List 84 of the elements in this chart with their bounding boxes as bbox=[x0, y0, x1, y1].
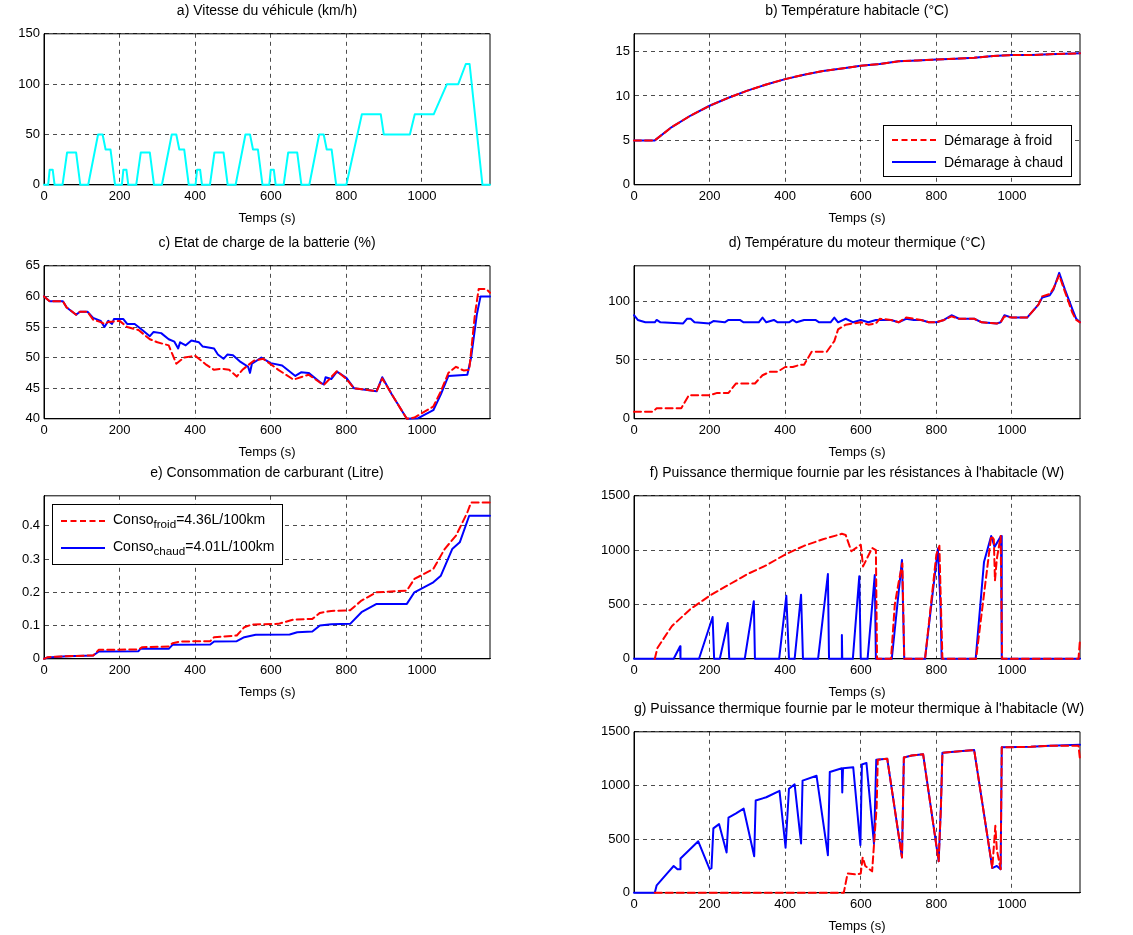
y-tick-label: 0.1 bbox=[21, 617, 40, 633]
y-tick-label: 0 bbox=[622, 410, 630, 426]
y-tick-label: 0.2 bbox=[21, 583, 40, 599]
y-tick-label: 10 bbox=[615, 87, 630, 103]
line-series bbox=[633, 274, 1081, 413]
x-tick-label: 1000 bbox=[407, 188, 437, 204]
x-tick-label: 1000 bbox=[997, 422, 1027, 438]
y-tick-label: 50 bbox=[25, 349, 40, 365]
x-tick-label: 200 bbox=[698, 188, 721, 204]
y-tick-label: 0.3 bbox=[21, 550, 40, 566]
x-tick-label: 200 bbox=[698, 422, 721, 438]
x-axis-title: Temps (s) bbox=[828, 443, 886, 459]
x-axis-title: Temps (s) bbox=[828, 683, 886, 699]
legend-label: Démarage à chaud bbox=[944, 152, 1064, 172]
y-tick-label: 60 bbox=[25, 287, 40, 303]
y-tick-label: 0 bbox=[32, 176, 40, 192]
x-tick-label: 800 bbox=[335, 662, 358, 678]
y-tick-label: 50 bbox=[615, 351, 630, 367]
x-tick-label: 600 bbox=[849, 662, 872, 678]
x-tick-label: 200 bbox=[108, 188, 131, 204]
x-tick-label: 800 bbox=[925, 896, 948, 912]
chart-title: d) Température du moteur thermique (°C) bbox=[727, 234, 987, 250]
y-tick-label: 150 bbox=[18, 25, 40, 41]
chart-title: c) Etat de charge de la batterie (%) bbox=[157, 234, 377, 250]
y-tick-label: 1000 bbox=[601, 541, 630, 557]
x-tick-label: 1000 bbox=[407, 662, 437, 678]
y-tick-label: 0 bbox=[622, 884, 630, 900]
y-tick-label: 0 bbox=[622, 176, 630, 192]
x-tick-label: 800 bbox=[925, 422, 948, 438]
x-tick-label: 200 bbox=[108, 422, 131, 438]
y-tick-label: 1000 bbox=[601, 777, 630, 793]
x-tick-label: 600 bbox=[849, 896, 872, 912]
legend-label: Démarage à froid bbox=[944, 130, 1053, 150]
x-tick-label: 800 bbox=[925, 188, 948, 204]
chart-title: a) Vitesse du véhicule (km/h) bbox=[175, 2, 359, 18]
x-tick-label: 800 bbox=[925, 662, 948, 678]
legend-label: Conso$_{chaud}$=4.01L/100km bbox=[113, 536, 275, 559]
y-tick-label: 5 bbox=[622, 131, 630, 147]
x-tick-label: 600 bbox=[849, 422, 872, 438]
y-tick-label: 100 bbox=[18, 75, 40, 91]
chart-title: b) Température habitacle (°C) bbox=[764, 2, 950, 18]
y-tick-label: 50 bbox=[25, 126, 40, 142]
x-tick-label: 600 bbox=[259, 422, 282, 438]
x-tick-label: 400 bbox=[184, 188, 207, 204]
y-tick-label: 0 bbox=[32, 650, 40, 666]
y-tick-label: 15 bbox=[615, 43, 630, 59]
x-tick-label: 1000 bbox=[997, 896, 1027, 912]
y-tick-label: 40 bbox=[25, 410, 40, 426]
y-tick-label: 0 bbox=[622, 650, 630, 666]
x-tick-label: 600 bbox=[259, 662, 282, 678]
y-tick-label: 100 bbox=[608, 292, 630, 308]
y-tick-label: 1500 bbox=[601, 723, 630, 739]
chart-title: g) Puissance thermique fournie par le moteur thermique à l'habitacle (W) bbox=[634, 700, 1085, 716]
x-tick-label: 400 bbox=[184, 422, 207, 438]
y-tick-label: 65 bbox=[25, 257, 40, 273]
x-tick-label: 1000 bbox=[997, 662, 1027, 678]
y-tick-label: 45 bbox=[25, 379, 40, 395]
y-tick-label: 500 bbox=[608, 596, 630, 612]
x-tick-label: 400 bbox=[774, 662, 797, 678]
x-axis-title: Temps (s) bbox=[828, 209, 886, 225]
x-tick-label: 1000 bbox=[997, 188, 1027, 204]
x-tick-label: 200 bbox=[698, 896, 721, 912]
x-tick-label: 400 bbox=[184, 662, 207, 678]
y-tick-label: 500 bbox=[608, 830, 630, 846]
x-tick-label: 600 bbox=[259, 188, 282, 204]
x-tick-label: 800 bbox=[335, 422, 358, 438]
x-tick-label: 200 bbox=[698, 662, 721, 678]
x-tick-label: 600 bbox=[849, 188, 872, 204]
chart-title: f) Puissance thermique fournie par les résistances à l'habitacle (W) bbox=[648, 464, 1066, 480]
legend-label: Conso$_{froid}$=4.36L/100km bbox=[113, 509, 266, 532]
x-axis-title: Temps (s) bbox=[828, 917, 886, 933]
y-tick-label: 55 bbox=[25, 318, 40, 334]
x-tick-label: 400 bbox=[774, 422, 797, 438]
x-tick-label: 400 bbox=[774, 896, 797, 912]
x-tick-label: 1000 bbox=[407, 422, 437, 438]
x-axis-title: Temps (s) bbox=[238, 209, 296, 225]
chart-title: e) Consommation de carburant (Litre) bbox=[149, 464, 385, 480]
x-tick-label: 400 bbox=[774, 188, 797, 204]
y-tick-label: 0.4 bbox=[21, 517, 40, 533]
x-axis-title: Temps (s) bbox=[238, 683, 296, 699]
y-tick-label: 1500 bbox=[601, 487, 630, 503]
x-tick-label: 200 bbox=[108, 662, 131, 678]
x-tick-label: 800 bbox=[335, 188, 358, 204]
x-axis-title: Temps (s) bbox=[238, 443, 296, 459]
